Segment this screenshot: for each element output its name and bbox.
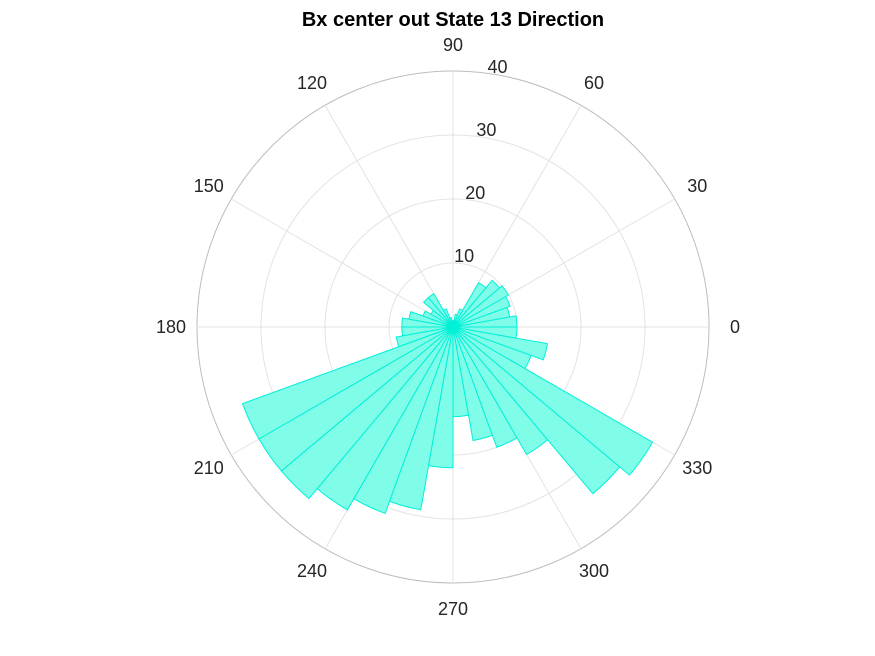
histogram-bar <box>353 326 454 515</box>
histogram-bar <box>388 326 454 511</box>
angle-tick-label: 30 <box>687 176 707 196</box>
histogram-bar <box>280 326 454 500</box>
angle-tick-label: 0 <box>730 317 740 337</box>
angle-tick-label: 330 <box>682 458 712 478</box>
angle-tick-label: 270 <box>438 599 468 619</box>
radius-tick-label: 30 <box>476 120 496 140</box>
radius-tick-label: 10 <box>454 246 474 266</box>
grid-spoke <box>231 198 454 328</box>
histogram-bar <box>452 326 654 476</box>
histogram-bar <box>422 296 454 328</box>
histogram-bar <box>452 308 464 328</box>
histogram-bar <box>452 326 549 361</box>
histogram-bar <box>452 285 510 328</box>
histogram-bar <box>452 281 487 328</box>
chart-title: Bx center out State 13 Direction <box>302 9 604 31</box>
angle-tick-label: 120 <box>297 73 327 93</box>
angle-tick-label: 240 <box>297 561 327 581</box>
grid-spoke <box>324 105 454 328</box>
histogram-bar <box>452 313 459 328</box>
angle-tick-label: 300 <box>579 561 609 581</box>
radius-tick-labels: 10 20 30 40 <box>454 57 507 266</box>
angle-tick-label: 150 <box>194 176 224 196</box>
radius-tick-label: 20 <box>465 183 485 203</box>
angle-tick-label: 60 <box>584 73 604 93</box>
angle-tick-label: 180 <box>156 317 186 337</box>
histogram-bars <box>241 279 654 515</box>
angle-tick-labels: 0 30 60 90 120 150 180 210 240 270 300 330 <box>156 35 740 619</box>
histogram-bar <box>452 326 518 339</box>
angle-tick-label: 90 <box>443 35 463 55</box>
angle-tick-label: 210 <box>194 458 224 478</box>
radius-tick-label: 40 <box>487 57 507 77</box>
histogram-bar <box>427 326 454 469</box>
histogram-bar <box>316 326 454 511</box>
histogram-bar <box>452 279 501 328</box>
